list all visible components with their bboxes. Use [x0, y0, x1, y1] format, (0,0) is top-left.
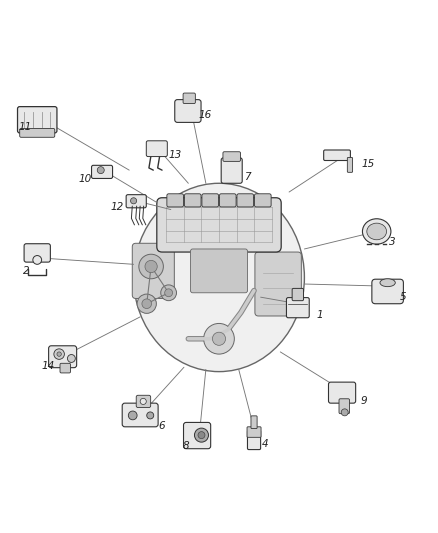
Circle shape — [147, 412, 154, 419]
FancyBboxPatch shape — [254, 194, 271, 207]
Circle shape — [142, 299, 152, 309]
FancyBboxPatch shape — [167, 194, 184, 207]
Text: 12: 12 — [111, 203, 124, 212]
Ellipse shape — [367, 223, 387, 240]
Circle shape — [161, 285, 177, 301]
FancyBboxPatch shape — [122, 403, 158, 427]
FancyBboxPatch shape — [237, 194, 254, 207]
FancyBboxPatch shape — [157, 198, 281, 252]
Circle shape — [97, 167, 104, 174]
FancyBboxPatch shape — [202, 194, 219, 207]
FancyBboxPatch shape — [20, 128, 55, 138]
Circle shape — [194, 428, 208, 442]
FancyBboxPatch shape — [18, 107, 57, 133]
FancyBboxPatch shape — [328, 382, 356, 403]
Circle shape — [140, 398, 146, 405]
Circle shape — [145, 260, 157, 273]
Text: 3: 3 — [389, 237, 396, 247]
FancyBboxPatch shape — [126, 195, 146, 208]
Circle shape — [54, 349, 64, 359]
Circle shape — [341, 409, 348, 416]
FancyBboxPatch shape — [132, 243, 174, 298]
Text: 14: 14 — [42, 361, 55, 372]
FancyBboxPatch shape — [136, 395, 151, 408]
FancyBboxPatch shape — [247, 427, 261, 437]
Circle shape — [212, 332, 226, 345]
FancyBboxPatch shape — [184, 423, 211, 449]
Ellipse shape — [380, 279, 395, 287]
FancyBboxPatch shape — [339, 399, 350, 414]
Circle shape — [33, 255, 42, 264]
Circle shape — [139, 254, 163, 279]
FancyBboxPatch shape — [251, 416, 257, 429]
FancyBboxPatch shape — [292, 288, 304, 301]
Text: 7: 7 — [244, 172, 251, 182]
Ellipse shape — [134, 183, 304, 372]
FancyBboxPatch shape — [223, 152, 240, 161]
FancyBboxPatch shape — [24, 244, 50, 262]
Text: 8: 8 — [183, 441, 190, 451]
Text: 15: 15 — [361, 159, 374, 168]
Circle shape — [128, 411, 137, 420]
FancyBboxPatch shape — [60, 364, 71, 373]
Text: 16: 16 — [198, 110, 212, 120]
FancyBboxPatch shape — [255, 252, 301, 316]
FancyBboxPatch shape — [286, 297, 309, 318]
FancyBboxPatch shape — [191, 249, 247, 293]
FancyBboxPatch shape — [183, 93, 195, 103]
Text: 5: 5 — [399, 292, 406, 302]
FancyBboxPatch shape — [175, 100, 201, 123]
FancyBboxPatch shape — [184, 194, 201, 207]
Text: 6: 6 — [158, 422, 165, 431]
Text: 10: 10 — [79, 174, 92, 184]
Text: 4: 4 — [261, 439, 268, 449]
FancyBboxPatch shape — [221, 158, 242, 183]
Text: 13: 13 — [169, 150, 182, 160]
Circle shape — [204, 324, 234, 354]
FancyBboxPatch shape — [92, 165, 113, 179]
Circle shape — [131, 198, 137, 204]
FancyBboxPatch shape — [247, 430, 261, 449]
FancyBboxPatch shape — [347, 157, 353, 172]
Circle shape — [67, 354, 75, 362]
Circle shape — [137, 294, 156, 313]
Circle shape — [57, 352, 61, 356]
Circle shape — [165, 289, 173, 297]
Text: 11: 11 — [19, 122, 32, 132]
FancyBboxPatch shape — [49, 346, 77, 368]
FancyBboxPatch shape — [146, 141, 167, 157]
Text: 1: 1 — [316, 310, 323, 320]
FancyBboxPatch shape — [324, 150, 350, 160]
FancyBboxPatch shape — [372, 279, 403, 304]
FancyBboxPatch shape — [219, 194, 236, 207]
Text: 9: 9 — [360, 397, 367, 406]
Ellipse shape — [362, 219, 391, 244]
Circle shape — [198, 432, 205, 439]
Text: 2: 2 — [23, 266, 30, 276]
